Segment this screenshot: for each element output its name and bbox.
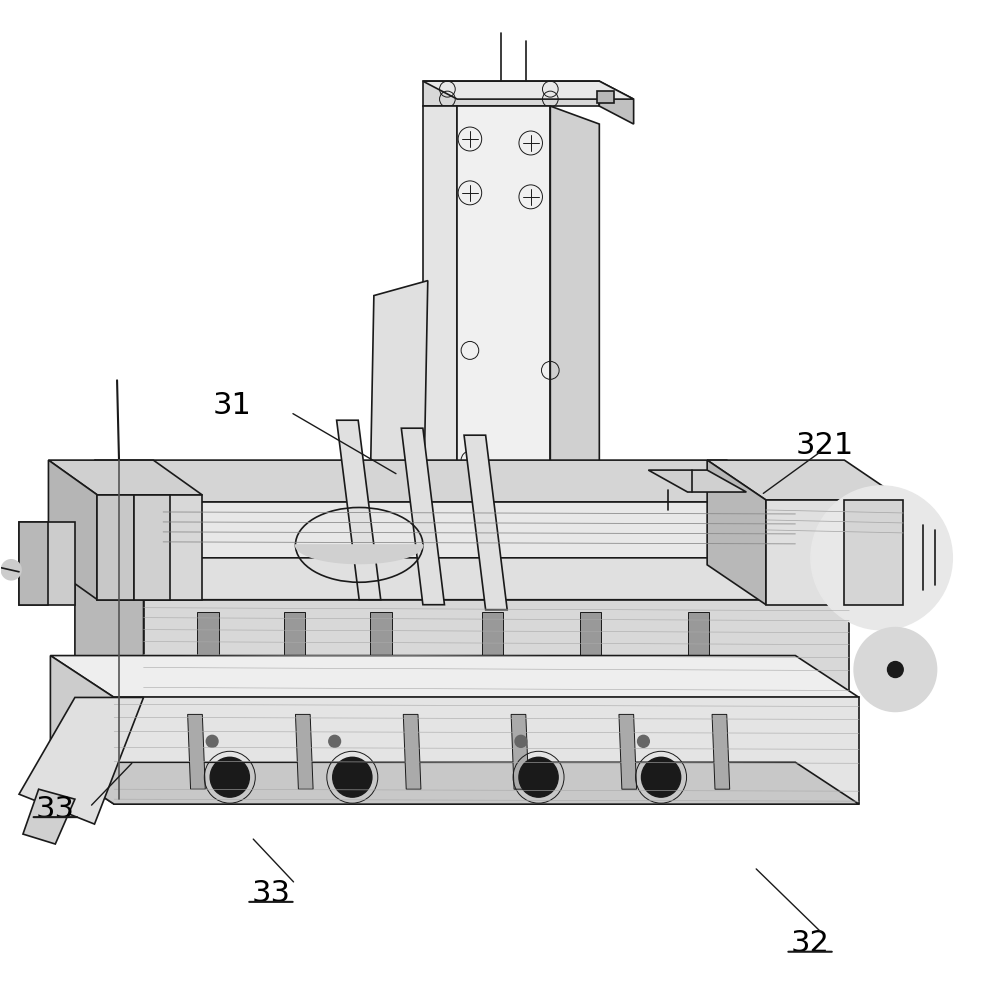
Polygon shape xyxy=(336,420,380,600)
Polygon shape xyxy=(19,697,144,824)
Polygon shape xyxy=(482,612,503,685)
Text: 32: 32 xyxy=(790,929,830,958)
Polygon shape xyxy=(423,106,457,540)
Circle shape xyxy=(206,735,218,747)
Circle shape xyxy=(811,486,953,630)
Polygon shape xyxy=(75,558,144,697)
Polygon shape xyxy=(457,106,550,540)
Polygon shape xyxy=(707,460,903,500)
Polygon shape xyxy=(48,460,202,495)
Circle shape xyxy=(638,735,650,747)
Polygon shape xyxy=(423,81,634,99)
Polygon shape xyxy=(198,612,219,685)
Text: 31: 31 xyxy=(212,391,252,420)
Polygon shape xyxy=(134,495,170,600)
Circle shape xyxy=(872,548,892,568)
Polygon shape xyxy=(23,789,75,844)
Polygon shape xyxy=(19,522,75,605)
Polygon shape xyxy=(511,714,529,789)
Circle shape xyxy=(332,757,372,797)
Polygon shape xyxy=(712,714,729,789)
Polygon shape xyxy=(97,495,134,600)
Polygon shape xyxy=(401,428,444,605)
Text: 321: 321 xyxy=(795,431,854,460)
Polygon shape xyxy=(50,762,859,804)
Circle shape xyxy=(519,757,558,797)
Circle shape xyxy=(888,662,903,678)
Polygon shape xyxy=(370,612,391,685)
Circle shape xyxy=(642,757,680,797)
Polygon shape xyxy=(687,612,709,685)
Polygon shape xyxy=(188,714,205,789)
Polygon shape xyxy=(403,714,421,789)
Polygon shape xyxy=(369,281,428,555)
Polygon shape xyxy=(766,500,903,605)
Polygon shape xyxy=(464,435,507,610)
Polygon shape xyxy=(19,522,48,605)
Polygon shape xyxy=(600,81,634,124)
Polygon shape xyxy=(550,106,600,558)
Polygon shape xyxy=(423,81,600,106)
Polygon shape xyxy=(50,656,114,804)
Polygon shape xyxy=(296,545,423,564)
Circle shape xyxy=(328,735,340,747)
Text: 33: 33 xyxy=(35,795,75,824)
Polygon shape xyxy=(844,500,903,605)
Polygon shape xyxy=(619,714,637,789)
Polygon shape xyxy=(598,91,614,103)
Polygon shape xyxy=(163,502,795,600)
Circle shape xyxy=(854,628,937,711)
Polygon shape xyxy=(48,460,97,600)
Polygon shape xyxy=(94,460,795,502)
Polygon shape xyxy=(97,495,202,600)
Polygon shape xyxy=(50,656,859,697)
Polygon shape xyxy=(580,612,602,685)
Polygon shape xyxy=(75,558,849,600)
Text: 33: 33 xyxy=(252,879,290,908)
Polygon shape xyxy=(284,612,306,685)
Circle shape xyxy=(1,560,21,580)
Circle shape xyxy=(210,757,250,797)
Polygon shape xyxy=(707,460,766,605)
Polygon shape xyxy=(94,460,163,600)
Polygon shape xyxy=(296,714,314,789)
Circle shape xyxy=(515,735,527,747)
Polygon shape xyxy=(144,600,849,697)
Polygon shape xyxy=(649,470,746,492)
Polygon shape xyxy=(114,697,859,804)
